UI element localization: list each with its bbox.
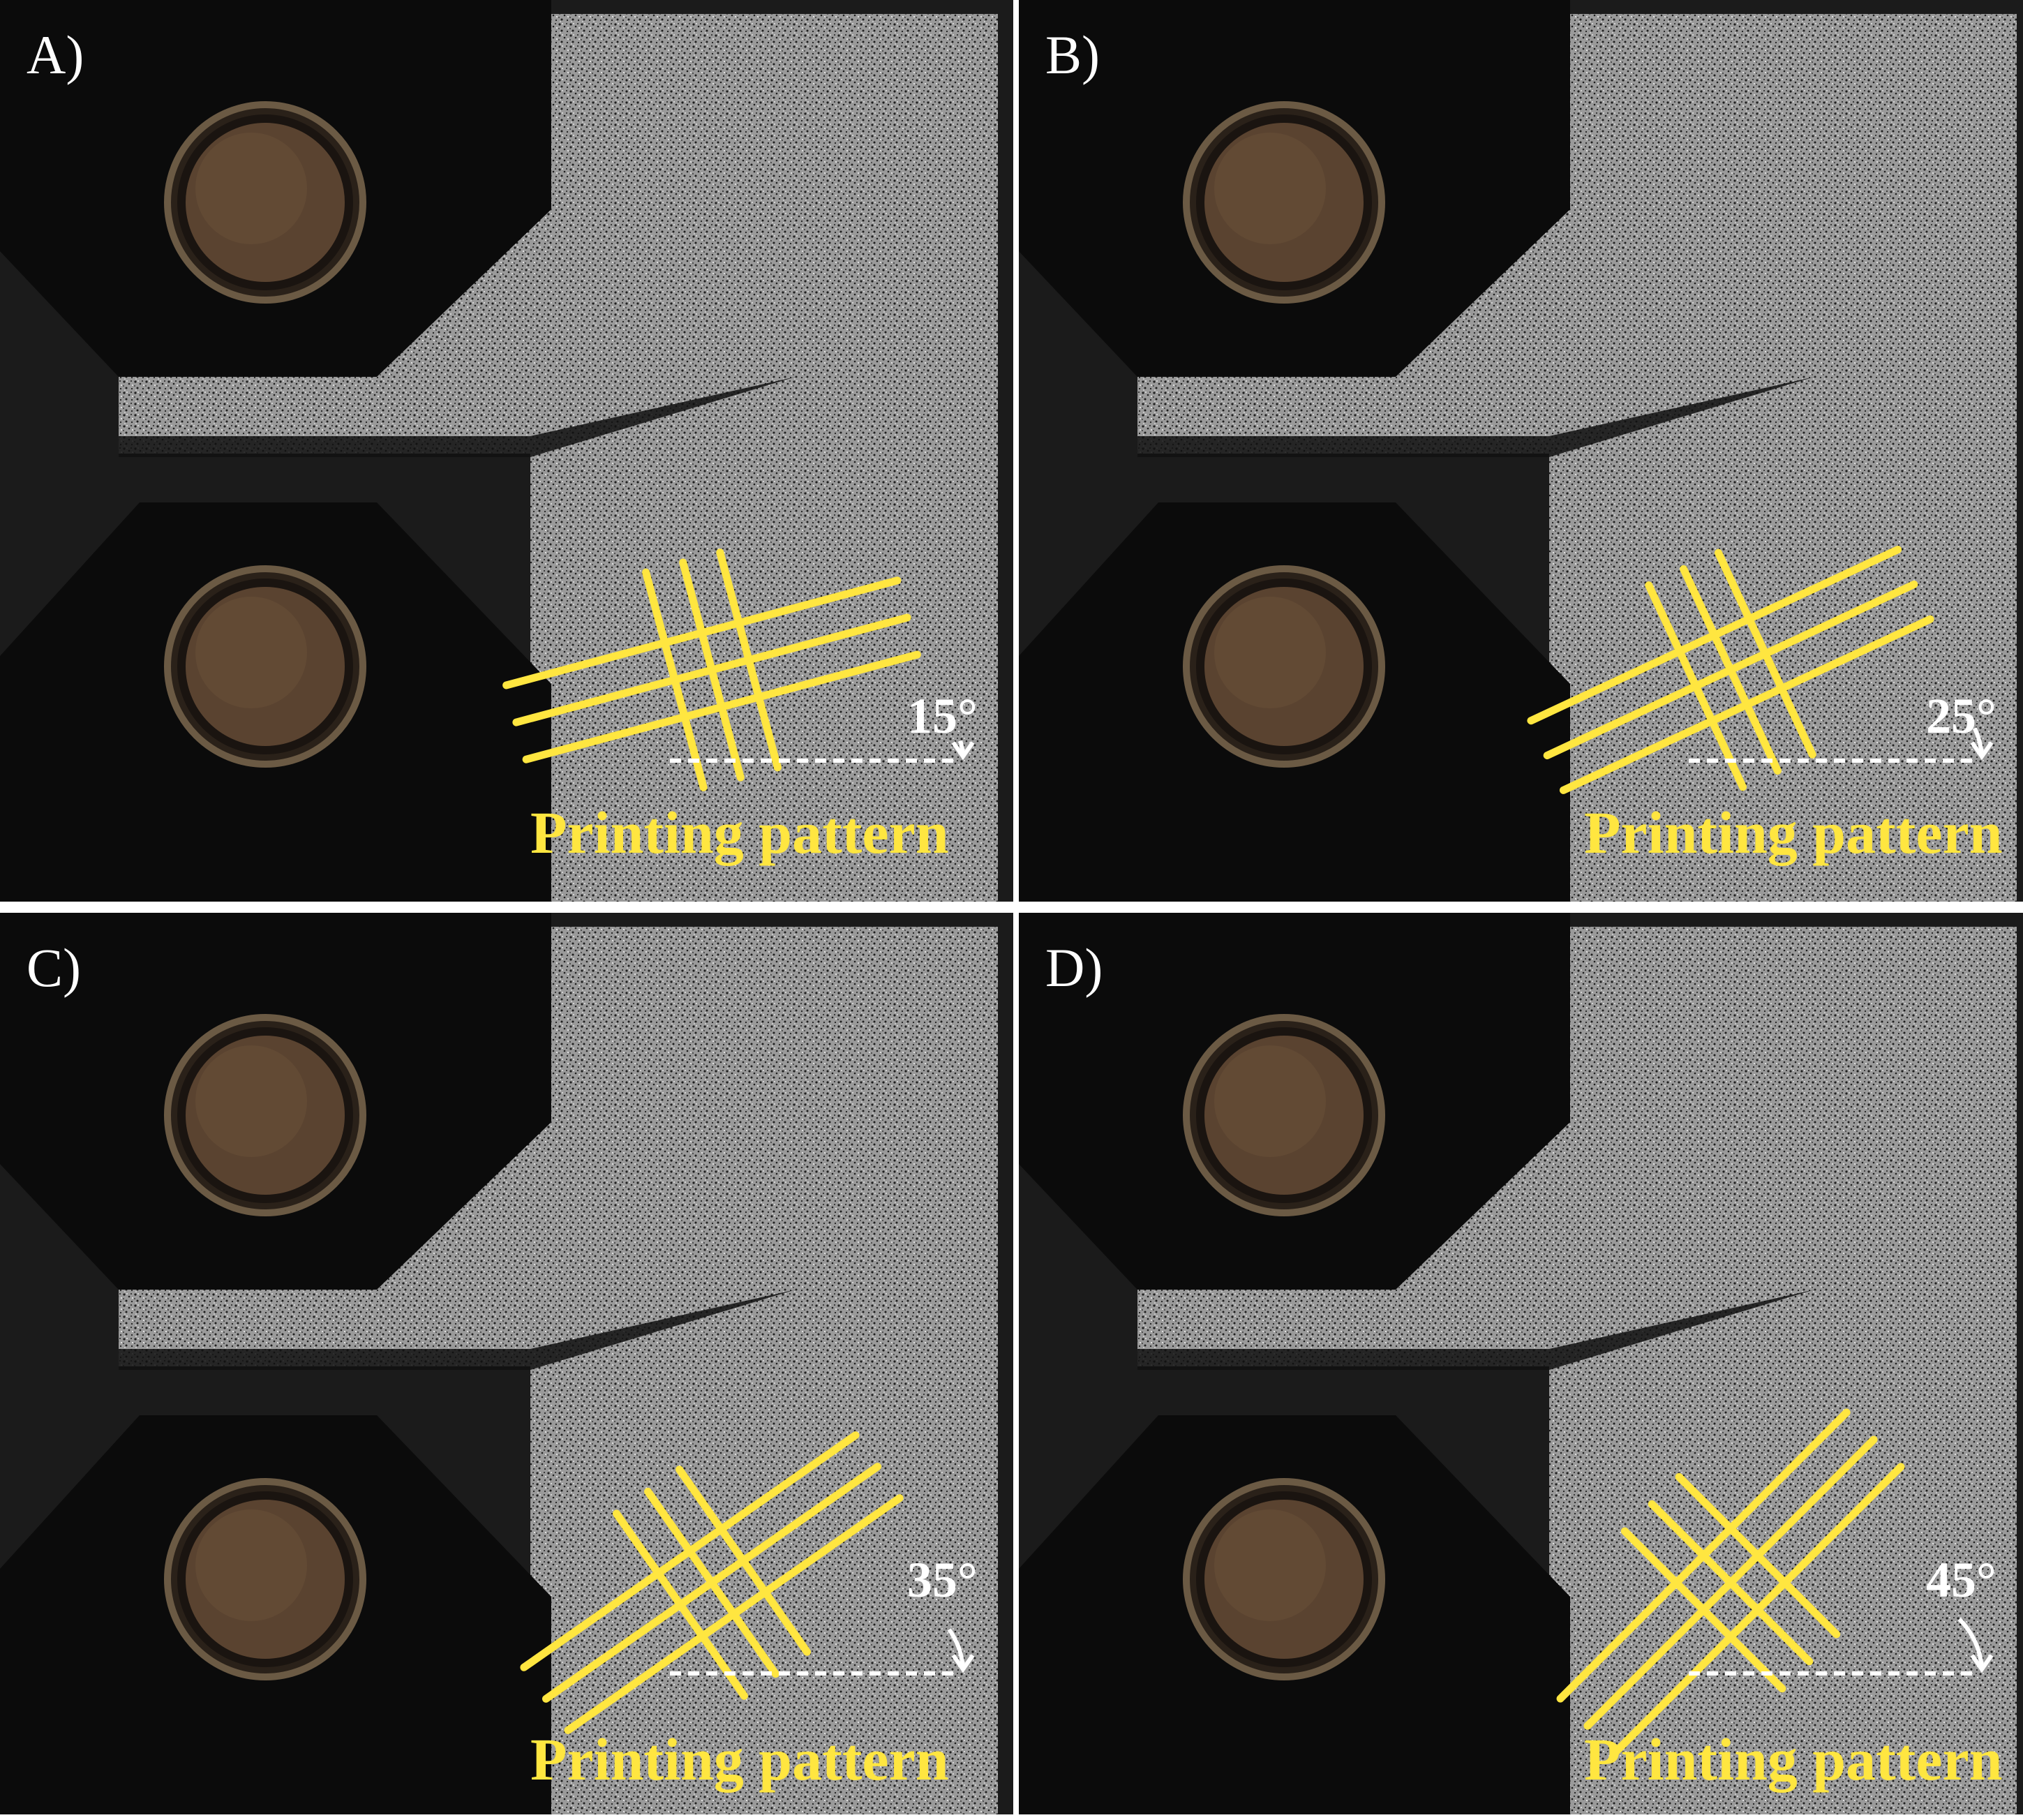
angle-arc bbox=[1957, 1618, 1984, 1669]
panel-d: D) 45° Printing pattern bbox=[1019, 913, 2023, 1814]
angle-label: 25° bbox=[1926, 688, 1996, 744]
notch bbox=[119, 1290, 796, 1370]
printing-pattern-lines bbox=[520, 1431, 904, 1734]
printing-pattern-caption: Printing pattern bbox=[1584, 1726, 2003, 1793]
panel-label: A) bbox=[27, 24, 84, 85]
specimen bbox=[119, 927, 998, 1814]
printing-pattern-caption: Printing pattern bbox=[530, 799, 949, 866]
notch bbox=[1137, 1290, 1814, 1370]
specimen-photo bbox=[0, 0, 1013, 902]
panel-label: C) bbox=[27, 937, 81, 998]
printing-pattern-caption: Printing pattern bbox=[530, 1726, 949, 1793]
panel-label: D) bbox=[1045, 937, 1103, 998]
angle-arc bbox=[947, 1628, 965, 1669]
specimen-photo bbox=[1019, 0, 2023, 902]
specimen-photo bbox=[0, 913, 1013, 1814]
angle-label: 35° bbox=[907, 1552, 978, 1608]
angle-label: 45° bbox=[1926, 1552, 1996, 1608]
printing-pattern-lines bbox=[1556, 1408, 1905, 1757]
printing-pattern-caption: Printing pattern bbox=[1584, 799, 2003, 866]
printing-pattern-lines bbox=[502, 549, 921, 791]
notch bbox=[1137, 377, 1814, 457]
panel-a: A) 15° Printing pattern bbox=[0, 0, 1013, 902]
notch bbox=[119, 377, 796, 457]
panel-b: B) 25° Printing pattern bbox=[1019, 0, 2023, 902]
panel-label: B) bbox=[1045, 24, 1100, 85]
specimen-photo bbox=[1019, 913, 2023, 1814]
panel-c: C) 35° Printing pattern bbox=[0, 913, 1013, 1814]
printing-pattern-lines bbox=[1527, 546, 1934, 794]
angle-label: 15° bbox=[907, 688, 978, 744]
specimen bbox=[119, 14, 998, 902]
